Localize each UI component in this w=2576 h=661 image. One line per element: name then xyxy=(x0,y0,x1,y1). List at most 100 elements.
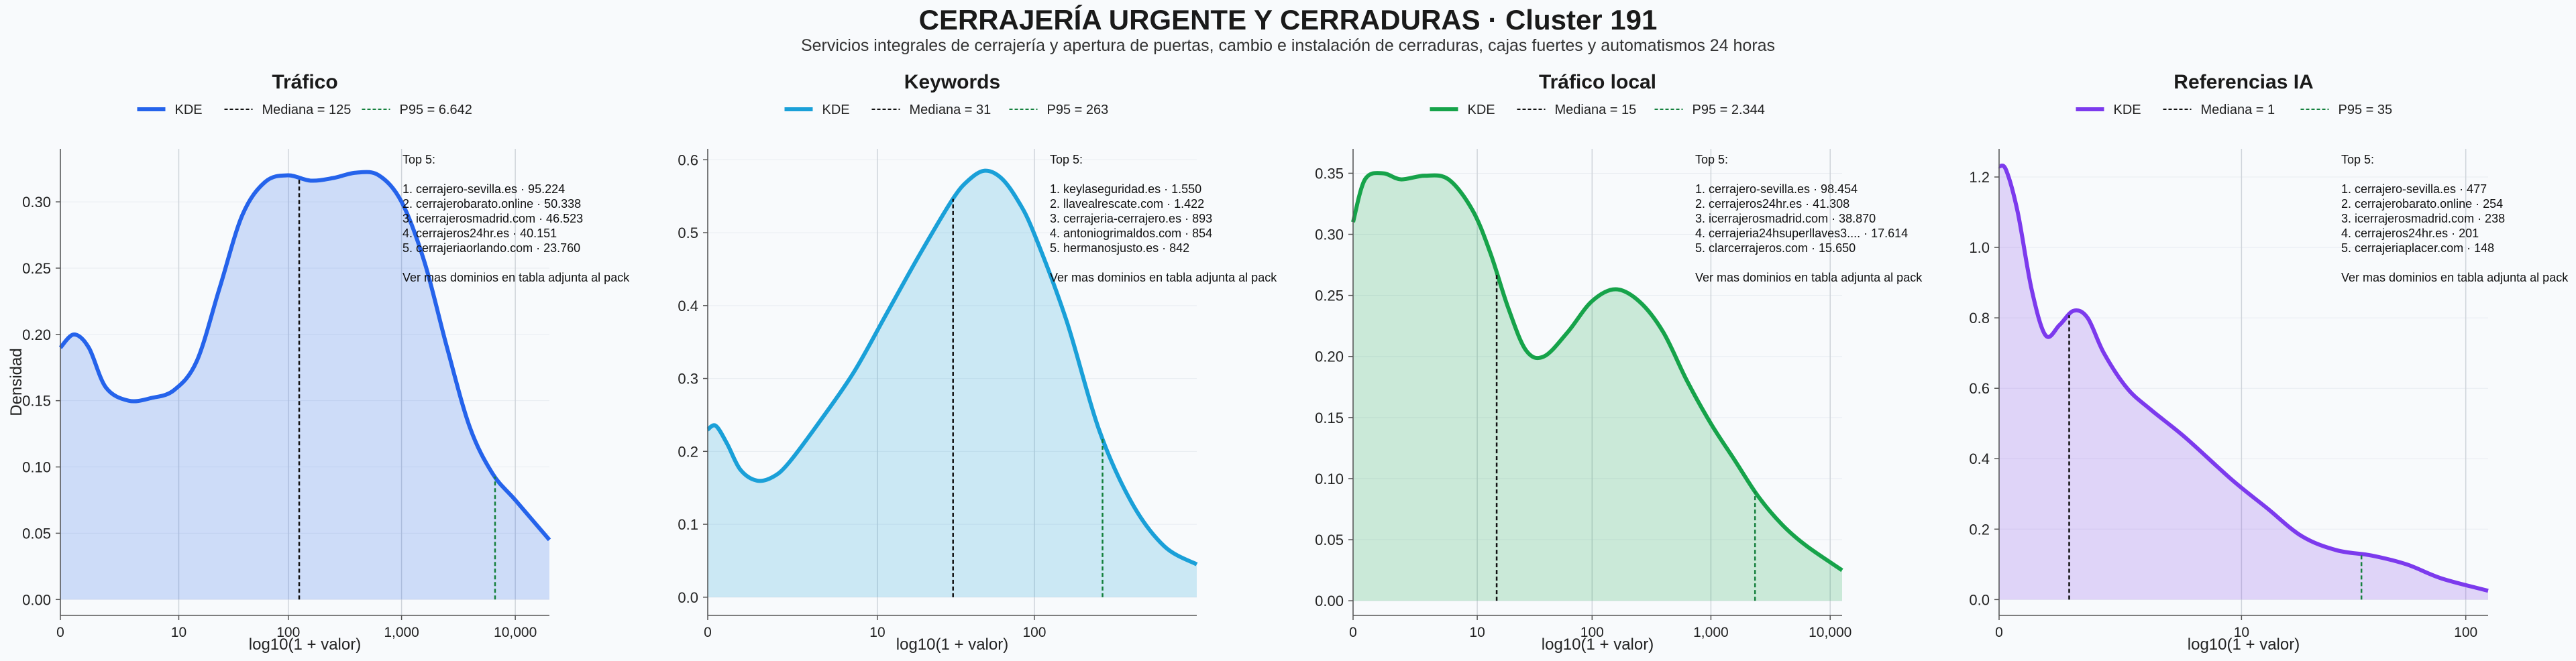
x-axis-label: log10(1 + valor) xyxy=(1542,636,1654,654)
top5-annotation: Top 5: 1. cerrajero-sevilla.es · 95.2242.… xyxy=(402,153,630,284)
legend-p95-label: P95 = 263 xyxy=(1047,103,1109,117)
y-tick-label: 0.0 xyxy=(678,589,698,606)
y-tick-label: 0.20 xyxy=(22,326,51,343)
kde-line xyxy=(1998,163,2489,593)
top5-item: 5. clarcerrajeros.com · 15.650 xyxy=(1695,241,1856,255)
x-tick-label: 10 xyxy=(171,625,186,640)
top5-item: 4. cerrajeros24hr.es · 40.151 xyxy=(402,227,557,240)
x-tick-label: 0 xyxy=(704,625,712,640)
x-tick-label: 0 xyxy=(1349,625,1357,640)
top5-item: 1. cerrajero-sevilla.es · 477 xyxy=(2341,182,2487,196)
y-tick-label: 0.4 xyxy=(1969,450,1990,467)
x-tick-label: 100 xyxy=(1022,625,1046,640)
top5-item: 1. cerrajero-sevilla.es · 95.224 xyxy=(402,182,565,196)
top5-title: Top 5: xyxy=(1695,153,1728,166)
x-axis-label: log10(1 + valor) xyxy=(896,636,1008,654)
x-tick-label: 10,000 xyxy=(494,625,537,640)
top5-item: 2. cerrajeros24hr.es · 41.308 xyxy=(1695,197,1849,211)
chart-title: Keywords xyxy=(904,71,1000,93)
y-tick-label: 0.05 xyxy=(1315,532,1344,548)
y-tick-label: 0.30 xyxy=(22,194,51,211)
y-tick-label: 0.25 xyxy=(1315,288,1344,304)
legend-kde-label: KDE xyxy=(175,103,203,117)
legend-p95-label: P95 = 6.642 xyxy=(400,103,472,117)
y-tick-label: 0.4 xyxy=(678,298,698,314)
top5-note: Ver mas dominios en tabla adjunta al pac… xyxy=(1695,271,1923,284)
page-title: CERRAJERÍA URGENTE Y CERRADURAS · Cluste… xyxy=(918,4,1658,36)
top5-item: 1. cerrajero-sevilla.es · 98.454 xyxy=(1695,182,1858,196)
y-tick-label: 0.15 xyxy=(22,393,51,410)
kde-area xyxy=(1353,173,1842,601)
x-tick-label: 100 xyxy=(276,625,300,640)
kde-area xyxy=(60,172,549,600)
top5-item: 5. cerrajeriaorlando.com · 23.760 xyxy=(402,241,580,255)
y-tick-label: 0.10 xyxy=(22,459,51,476)
x-tick-label: 100 xyxy=(2454,625,2477,640)
legend-kde-label: KDE xyxy=(2114,103,2141,117)
top5-title: Top 5: xyxy=(2341,153,2374,166)
y-tick-label: 0.1 xyxy=(678,516,698,533)
x-tick-label: 10,000 xyxy=(1809,625,1851,640)
kde-line xyxy=(706,168,1198,566)
legend-mediana-label: Mediana = 15 xyxy=(1555,103,1637,117)
top5-note: Ver mas dominios en tabla adjunta al pac… xyxy=(1050,271,1277,284)
y-tick-label: 0.20 xyxy=(1315,349,1344,365)
top5-title: Top 5: xyxy=(1050,153,1083,166)
chart-referencias-ia: Referencias IA KDE Mediana = 1 P95 = 35 0.0 0… xyxy=(1969,71,2569,654)
y-tick-label: 1.2 xyxy=(1969,169,1990,186)
y-tick-label: 0.3 xyxy=(678,371,698,387)
legend-kde-label: KDE xyxy=(1468,103,1495,117)
top5-item: 3. icerrajerosmadrid.com · 46.523 xyxy=(402,212,583,225)
y-tick-label: 0.25 xyxy=(22,260,51,277)
chart-trafico: Tráfico KDE Mediana = 125 P95 = 6.642 0.00 0.… xyxy=(7,71,630,654)
legend: KDE Mediana = 31 P95 = 263 xyxy=(784,103,1109,117)
kde-line xyxy=(1351,171,1843,573)
top5-item: 1. keylaseguridad.es · 1.550 xyxy=(1050,182,1201,196)
y-tick-label: 0.8 xyxy=(1969,310,1990,326)
y-tick-label: 0.00 xyxy=(22,591,51,608)
page-subtitle: Servicios integrales de cerrajería y ape… xyxy=(800,36,1776,55)
top5-item: 5. hermanosjusto.es · 842 xyxy=(1050,241,1189,255)
legend-mediana-label: Mediana = 31 xyxy=(910,103,991,117)
x-tick-label: 0 xyxy=(1995,625,2003,640)
legend-mediana-label: Mediana = 1 xyxy=(2201,103,2275,117)
y-tick-label: 0.6 xyxy=(1969,380,1990,397)
y-tick-label: 0.5 xyxy=(678,225,698,241)
top5-item: 2. cerrajerobarato.online · 254 xyxy=(2341,197,2503,211)
x-tick-label: 10 xyxy=(869,625,885,640)
y-tick-label: 0.0 xyxy=(1969,591,1990,608)
y-tick-label: 0.2 xyxy=(678,443,698,460)
legend-kde-label: KDE xyxy=(822,103,850,117)
x-axis-label: log10(1 + valor) xyxy=(2188,636,2300,654)
y-tick-label: 0.6 xyxy=(678,152,698,168)
top5-item: 3. cerrajeria-cerrajero.es · 893 xyxy=(1050,212,1212,225)
chart-keywords: Keywords KDE Mediana = 31 P95 = 263 0.0 0.1 0.… xyxy=(678,71,1277,654)
legend: KDE Mediana = 1 P95 = 35 xyxy=(2076,103,2392,117)
x-tick-label: 10 xyxy=(2234,625,2249,640)
legend-p95-label: P95 = 2.344 xyxy=(1693,103,1765,117)
y-axis-label: Densidad xyxy=(7,348,25,416)
x-tick-label: 10 xyxy=(1469,625,1485,640)
y-tick-label: 0.35 xyxy=(1315,165,1344,182)
y-tick-label: 0.15 xyxy=(1315,410,1344,426)
top5-item: 2. cerrajerobarato.online · 50.338 xyxy=(402,197,581,211)
top5-item: 4. antoniogrimaldos.com · 854 xyxy=(1050,227,1212,240)
top5-item: 5. cerrajeriaplacer.com · 148 xyxy=(2341,241,2494,255)
kde-line xyxy=(58,170,551,542)
x-tick-label: 0 xyxy=(56,625,64,640)
top5-item: 3. icerrajerosmadrid.com · 38.870 xyxy=(1695,212,1876,225)
top5-note: Ver mas dominios en tabla adjunta al pac… xyxy=(402,271,630,284)
x-tick-label: 100 xyxy=(1580,625,1604,640)
top5-item: 4. cerrajeria24hsuperllaves3.... · 17.61… xyxy=(1695,227,1908,240)
chart-title: Referencias IA xyxy=(2174,71,2313,93)
chart-title: Tráfico local xyxy=(1539,71,1656,93)
legend-mediana-label: Mediana = 125 xyxy=(262,103,352,117)
top5-title: Top 5: xyxy=(402,153,435,166)
chart-title: Tráfico xyxy=(272,71,337,93)
x-tick-label: 1,000 xyxy=(384,625,419,640)
legend: KDE Mediana = 125 P95 = 6.642 xyxy=(137,103,472,117)
top5-annotation: Top 5: 1. cerrajero-sevilla.es · 98.4542.… xyxy=(1695,153,1923,284)
y-tick-label: 0.10 xyxy=(1315,471,1344,487)
x-tick-label: 1,000 xyxy=(1693,625,1729,640)
